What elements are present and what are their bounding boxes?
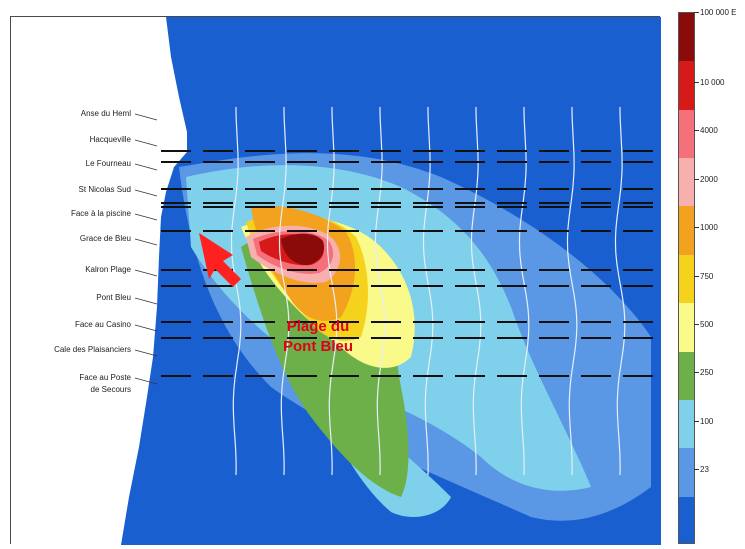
scale-label: 1000 xyxy=(700,223,718,233)
scale-label: 2000 xyxy=(700,174,718,184)
scale-segment xyxy=(679,109,694,160)
tide-curve xyxy=(422,107,434,476)
leader-lines xyxy=(134,113,158,385)
scale-label: 250 xyxy=(700,368,714,378)
scale-segment xyxy=(679,13,694,63)
tide-curve xyxy=(470,107,482,476)
scale-segment xyxy=(679,206,694,256)
site-label: Anse du Heml xyxy=(80,109,131,118)
scale-label: 23 xyxy=(700,465,709,475)
scale-segment xyxy=(679,399,694,450)
scale-tick xyxy=(694,420,699,422)
site-label: Face au Casino xyxy=(74,320,131,329)
site-label: Hacqueville xyxy=(89,135,131,144)
site-label: Kalron Plage xyxy=(85,265,131,274)
scale-tick xyxy=(694,372,699,374)
scale-segment xyxy=(679,254,694,305)
tide-curve xyxy=(374,107,386,476)
site-label: Face à la piscine xyxy=(70,209,131,218)
scale-label: 4000 xyxy=(700,126,718,136)
beach-label-line2: Pont Bleu xyxy=(283,338,353,355)
site-leader-line xyxy=(134,377,158,385)
scale-tick xyxy=(694,12,699,13)
color-scale-bar xyxy=(678,12,695,544)
plume-map: Anse du Heml Hacqueville Le Fourneau St Nic… xyxy=(10,16,661,545)
site-leader-line xyxy=(134,269,158,277)
scale-tick xyxy=(694,82,699,84)
site-leader-line xyxy=(134,139,158,147)
site-leader-line xyxy=(134,324,158,332)
beach-label-line1: Plage du xyxy=(286,318,350,335)
site-label: Grace de Bleu xyxy=(79,234,131,243)
beach-label: Plage du Pont Bleu xyxy=(263,317,373,357)
coastline-land xyxy=(11,17,187,545)
site-label: de Secours xyxy=(90,385,131,394)
scale-label: 100 000 E xyxy=(700,8,737,17)
site-label: Face au Poste xyxy=(79,373,131,382)
site-leader-line xyxy=(134,113,158,121)
site-leader-line xyxy=(134,238,158,246)
scale-label: 100 xyxy=(700,416,714,426)
scale-tick xyxy=(694,323,699,325)
scale-label: 500 xyxy=(700,319,714,329)
scale-segment xyxy=(679,351,694,401)
scale-segment xyxy=(679,303,694,353)
site-leader-line xyxy=(134,349,158,357)
scale-segment xyxy=(679,496,694,543)
plume-layers xyxy=(179,153,651,521)
tide-curve xyxy=(614,107,626,476)
scale-segment xyxy=(679,61,694,111)
tide-curves xyxy=(230,107,626,476)
scale-tick xyxy=(694,130,699,132)
plume-band-100000 xyxy=(281,233,325,265)
scale-segment xyxy=(679,158,694,208)
tide-curve xyxy=(326,107,338,476)
tide-curve xyxy=(518,107,530,476)
scale-segment xyxy=(679,448,694,498)
site-label: St Nicolas Sud xyxy=(78,185,131,194)
tide-curve xyxy=(230,107,242,476)
scale-tick xyxy=(694,227,699,229)
site-label: Pont Bleu xyxy=(96,293,131,302)
site-label: Cale des Plaisanciers xyxy=(54,345,131,354)
scale-tick xyxy=(694,178,699,180)
tide-curve xyxy=(278,107,290,476)
scale-tick xyxy=(694,275,699,277)
site-leader-line xyxy=(134,213,158,221)
scale-tick xyxy=(694,469,699,471)
plume-map-canvas xyxy=(11,17,661,545)
site-leader-line xyxy=(134,163,158,171)
scale-label: 10 000 xyxy=(700,78,725,88)
site-label: Le Fourneau xyxy=(85,159,131,168)
site-leader-line xyxy=(134,297,158,305)
pointer-arrow xyxy=(199,233,241,287)
site-leader-line xyxy=(134,189,158,197)
tide-curve xyxy=(566,107,578,476)
scale-label: 750 xyxy=(700,271,714,281)
